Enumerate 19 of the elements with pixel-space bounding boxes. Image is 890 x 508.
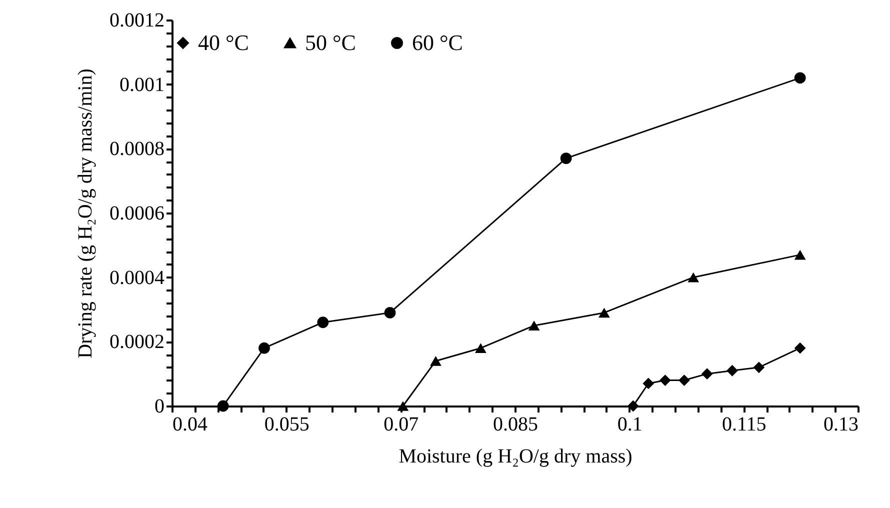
- y-tick-label: 0.0012: [110, 10, 164, 32]
- y-tick-label: 0.0008: [110, 138, 164, 160]
- legend-label: 50 °C: [305, 30, 356, 55]
- y-tick-label: 0.001: [120, 74, 164, 96]
- x-tick-label: 0.055: [264, 414, 310, 436]
- x-tick-label: 0.1: [617, 414, 642, 436]
- x-tick-label: 0.13: [824, 414, 858, 436]
- x-tick-label: 0.115: [722, 414, 766, 436]
- y-axis-title: Drying rate (g H₂O/g dry mass/min): [74, 68, 96, 358]
- x-axis-title: Moisture (g H₂O/g dry mass): [398, 446, 632, 468]
- legend-label: 40 °C: [198, 30, 249, 55]
- y-tick-label: 0: [154, 396, 164, 418]
- legend-label: 60 °C: [412, 30, 463, 55]
- x-tick-label: 0.085: [493, 414, 538, 436]
- y-tick-label: 0.0006: [110, 202, 164, 224]
- y-tick-label: 0.0004: [110, 266, 164, 289]
- x-tick-label: 0.04: [172, 414, 208, 436]
- x-tick-label: 0.07: [384, 414, 419, 436]
- y-tick-label: 0.0002: [110, 331, 164, 354]
